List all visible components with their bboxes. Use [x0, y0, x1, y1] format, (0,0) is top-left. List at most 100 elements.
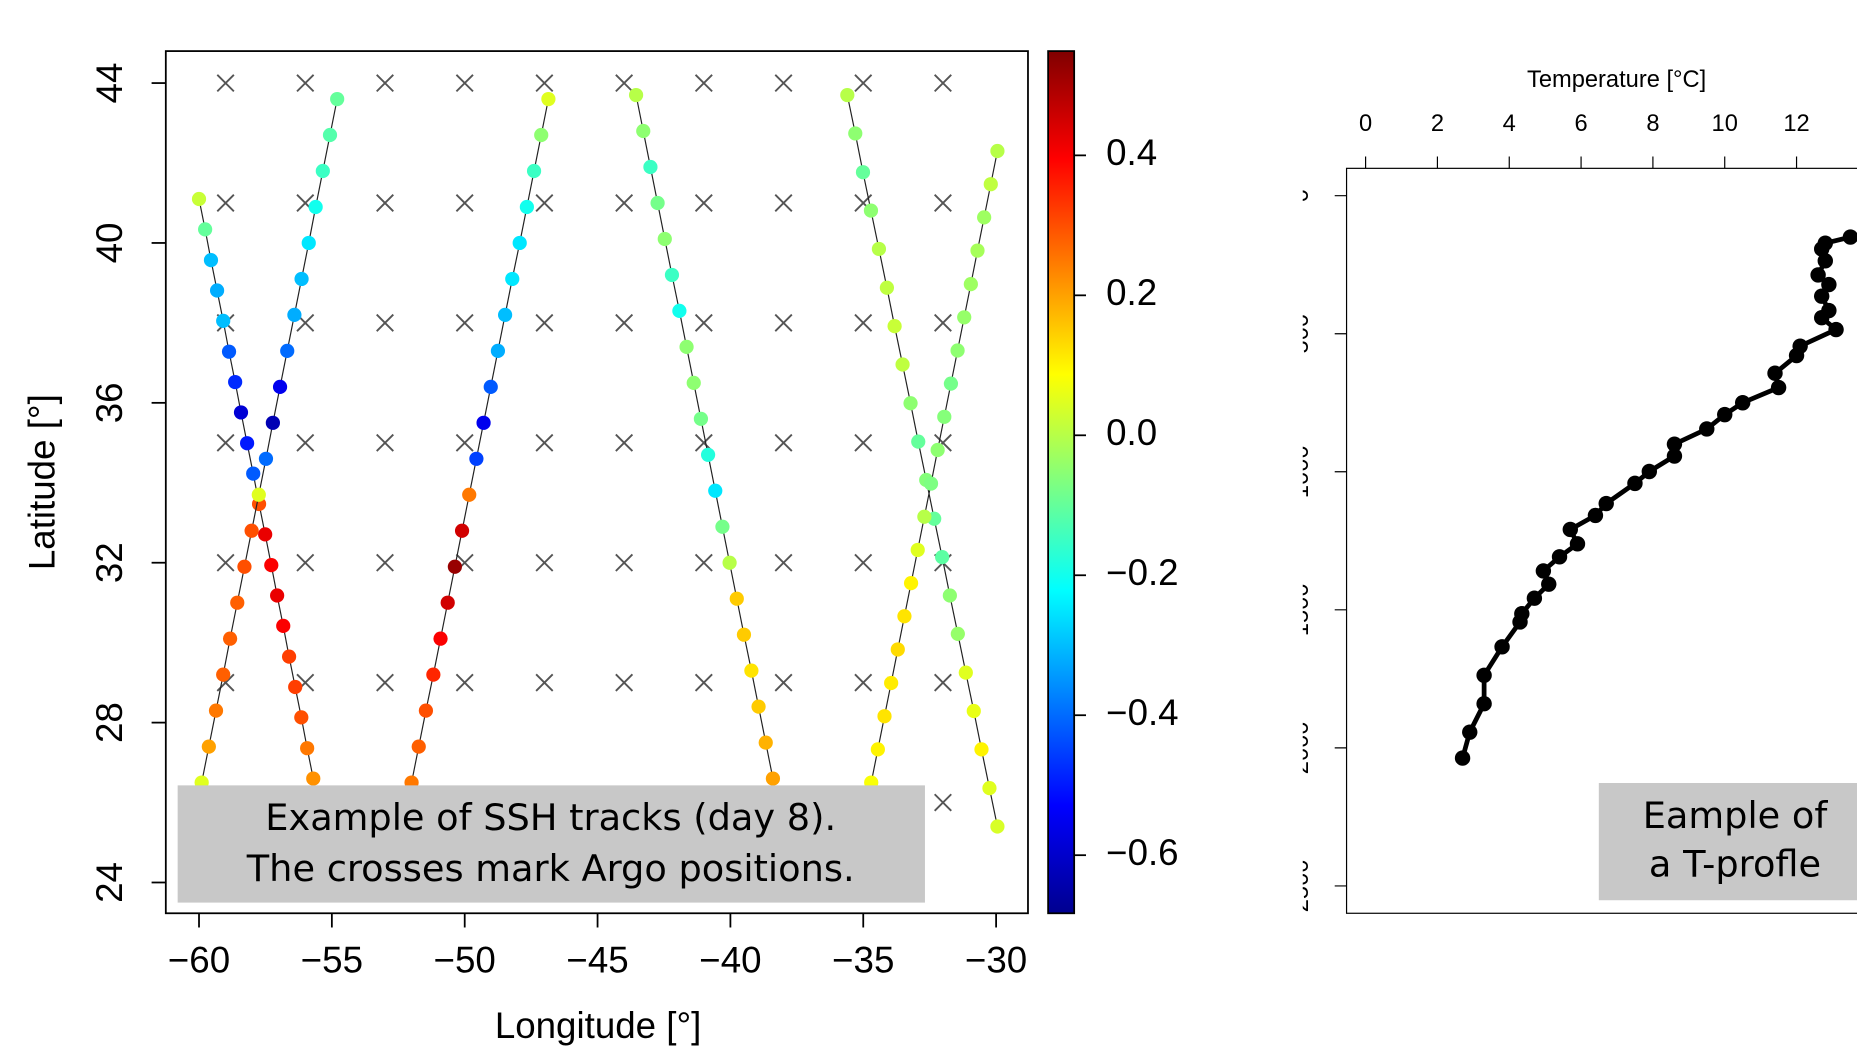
profile-point	[1813, 241, 1830, 257]
x-tick-label: 10	[1712, 111, 1738, 137]
argo-position	[615, 313, 634, 332]
argo-position	[854, 313, 873, 332]
argo-position	[615, 553, 634, 572]
x-tick-label: 4	[1503, 111, 1516, 137]
y-tick-label: 1500	[1288, 583, 1314, 636]
profile-point	[1699, 421, 1715, 437]
profile-point	[1462, 724, 1478, 740]
track-point	[664, 267, 680, 283]
track-point	[863, 203, 879, 218]
argo-position	[694, 673, 713, 692]
t-profile: Temperature [°C] Depth [m] Eample of a T…	[1230, 67, 1857, 914]
track-point	[884, 675, 899, 691]
track-point	[950, 626, 965, 641]
track-point	[887, 318, 902, 334]
track-point	[937, 409, 952, 424]
track-point	[244, 523, 259, 538]
argo-position	[535, 194, 554, 212]
profile-point	[1817, 253, 1833, 269]
argo-position	[934, 793, 952, 812]
argo-position	[854, 673, 873, 692]
profile-point	[1717, 406, 1733, 423]
profile-point	[1770, 379, 1787, 396]
argo-position	[934, 74, 952, 93]
argo-position	[455, 673, 474, 692]
track-point	[686, 375, 701, 390]
track-point	[469, 451, 484, 466]
argo-position	[774, 194, 793, 212]
track-point	[879, 280, 895, 295]
profile-point	[1476, 667, 1492, 683]
track-point	[191, 191, 207, 207]
argo-position	[535, 313, 554, 332]
argo-position	[535, 553, 554, 572]
colorbar-tick-label: 0.4	[1106, 132, 1157, 173]
y-tick-label: 24	[89, 862, 130, 903]
track-point	[657, 231, 672, 247]
track-point	[512, 235, 527, 251]
track-point	[306, 771, 321, 786]
track-point	[643, 159, 658, 175]
argo-position	[296, 433, 315, 452]
track-point	[418, 703, 434, 718]
track-point	[736, 627, 752, 642]
plot-frame	[1345, 167, 1857, 914]
track-point	[270, 588, 285, 603]
argo-position	[934, 313, 952, 332]
x-tick-label: 2	[1431, 111, 1444, 137]
track-point	[258, 527, 273, 542]
profile-point	[1454, 750, 1471, 766]
track-point	[221, 344, 237, 359]
track-point	[765, 771, 781, 786]
y-tick-label: 44	[89, 63, 130, 104]
track-point	[287, 307, 302, 323]
track-point	[281, 649, 297, 664]
y-tick-label: 500	[1288, 314, 1314, 354]
track-point	[426, 667, 441, 682]
track-point	[897, 609, 912, 624]
track-point	[258, 451, 274, 466]
x-tick-label: −45	[566, 940, 628, 981]
track-point	[715, 519, 730, 534]
track-point	[237, 559, 252, 574]
track-point	[751, 699, 766, 714]
x-axis-label: Longitude [°]	[495, 1005, 702, 1046]
colorbar-tick-label: −0.4	[1106, 692, 1178, 733]
track-point	[708, 483, 723, 498]
track-point	[722, 555, 737, 570]
profile-point	[1666, 436, 1683, 452]
track-point	[930, 442, 945, 458]
track-point	[526, 163, 542, 179]
argo-position	[376, 673, 394, 692]
argo-position	[615, 433, 634, 452]
argo-position	[216, 553, 235, 572]
track-point	[628, 87, 644, 103]
profile-point	[1813, 310, 1830, 326]
argo-position	[455, 194, 474, 212]
track-point	[476, 415, 491, 430]
colorbar-tick-label: −0.2	[1106, 552, 1178, 593]
x-tick-label: 0	[1359, 111, 1372, 137]
profile-point	[1541, 576, 1557, 592]
plot-frame	[164, 50, 1029, 915]
argo-position	[216, 74, 235, 93]
track-point	[497, 307, 513, 323]
argo-position	[376, 313, 394, 332]
track-point	[903, 576, 919, 591]
track-point	[440, 595, 455, 610]
profile-point	[1767, 365, 1783, 381]
track-point	[895, 357, 910, 372]
track-point	[198, 222, 213, 237]
y-axis-label: Depth [m]	[1230, 490, 1256, 593]
argo-position	[854, 553, 873, 572]
track-point	[280, 343, 295, 358]
track-point	[462, 487, 477, 502]
track-point	[679, 339, 694, 354]
track-point	[942, 588, 957, 603]
argo-position	[774, 433, 793, 452]
track-point	[983, 177, 998, 192]
x-tick-label: 12	[1783, 111, 1809, 137]
track-point	[228, 374, 243, 390]
profile-point	[1666, 448, 1683, 464]
